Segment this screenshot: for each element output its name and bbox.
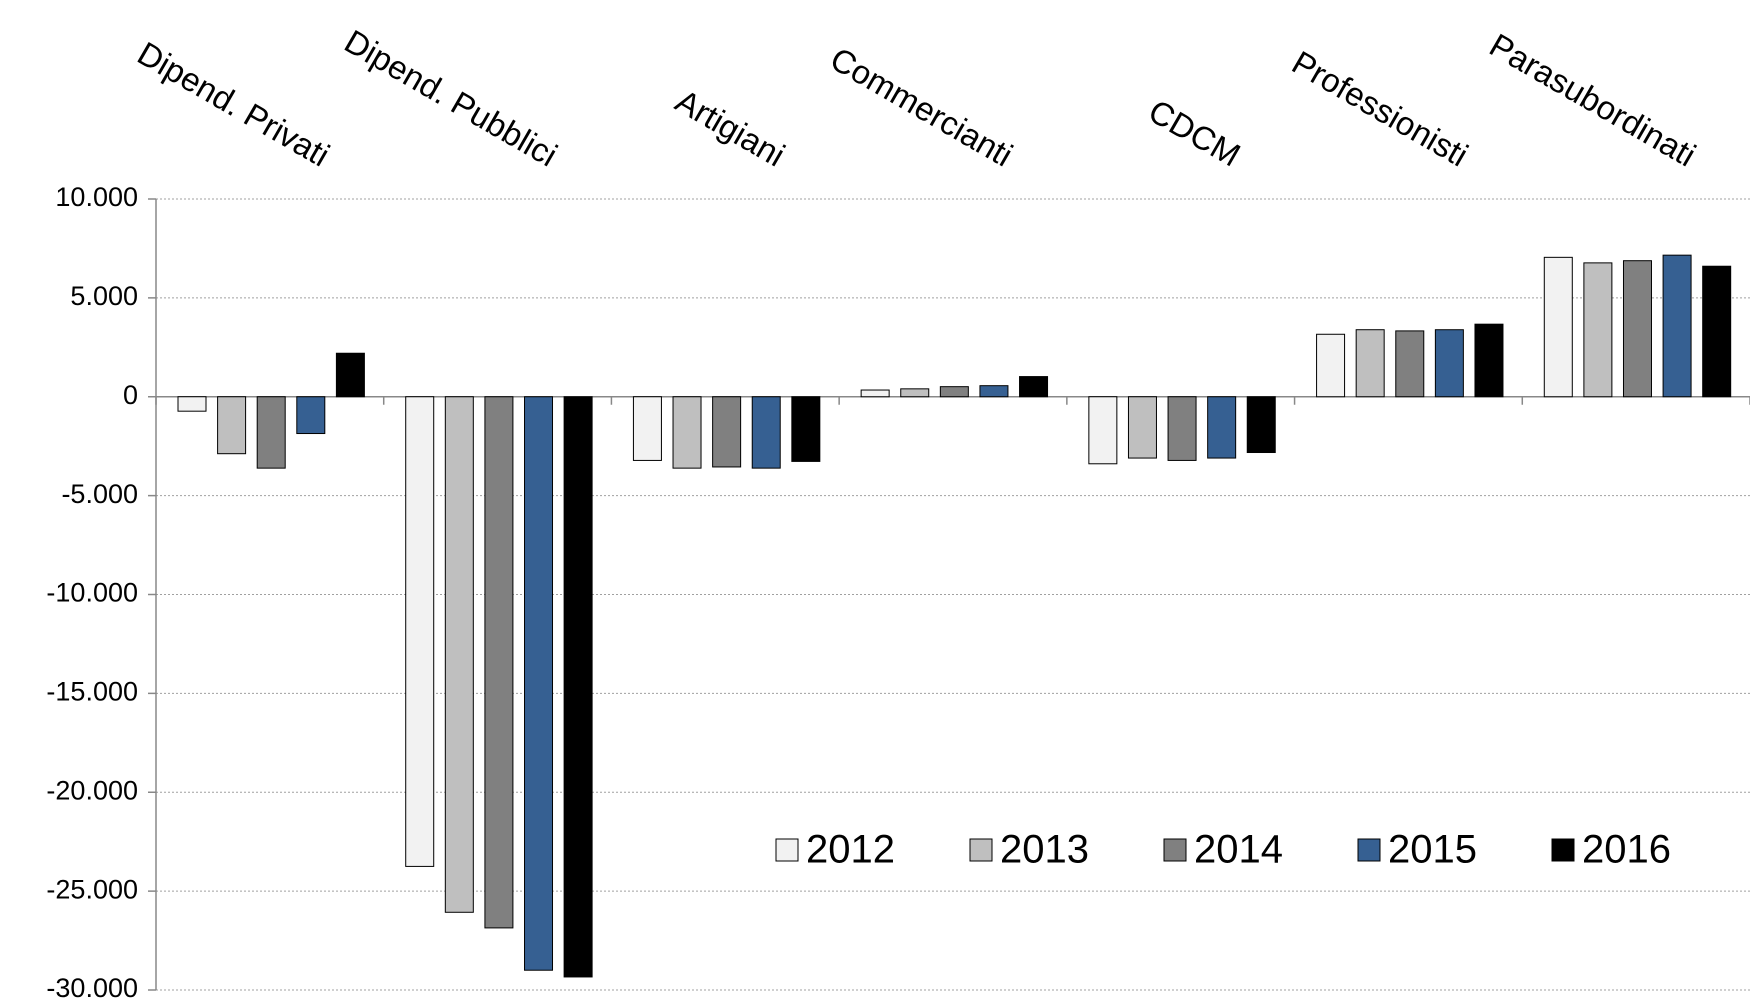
bar	[1474, 323, 1504, 398]
bar	[256, 396, 286, 469]
y-tick-label: 10.000	[55, 182, 138, 212]
y-tick-label: -15.000	[46, 677, 138, 707]
x-tick-label: Dipend. Privati	[131, 34, 335, 173]
y-tick-label: -20.000	[46, 775, 138, 805]
bar	[1127, 396, 1157, 459]
x-tick-label: Artigiani	[670, 82, 792, 174]
bar	[1088, 396, 1118, 465]
legend-swatch	[1551, 838, 1575, 862]
bar	[1702, 265, 1732, 398]
bar	[563, 396, 593, 978]
legend-swatch	[969, 838, 993, 862]
bar	[939, 386, 969, 398]
x-tick-label: Parasubordinati	[1483, 26, 1702, 174]
legend-label: 2016	[1582, 828, 1671, 872]
bar	[1622, 260, 1652, 398]
y-tick-label: -10.000	[46, 578, 138, 608]
bar	[1207, 396, 1237, 459]
legend-swatch	[1357, 838, 1381, 862]
bar	[444, 396, 474, 913]
bar	[1662, 254, 1692, 398]
y-tick-label: 5.000	[70, 281, 138, 311]
bar	[860, 389, 890, 398]
bar	[1434, 329, 1464, 398]
legend-swatch	[1163, 838, 1187, 862]
bar	[791, 396, 821, 462]
bar	[751, 396, 781, 469]
bar	[1246, 396, 1276, 454]
legend-label: 2015	[1388, 828, 1477, 872]
legend-label: 2012	[806, 828, 895, 872]
bar	[1019, 376, 1049, 398]
y-tick-label: 0	[123, 380, 138, 410]
x-tick-label: CDCM	[1142, 92, 1246, 174]
bar	[632, 396, 662, 461]
bar	[712, 396, 742, 468]
bar	[1543, 256, 1573, 398]
bar	[524, 396, 554, 971]
bar	[1167, 396, 1197, 461]
bar	[335, 352, 365, 398]
x-tick-label: Dipend. Pubblici	[339, 22, 564, 173]
legend-label: 2014	[1194, 828, 1283, 872]
bar	[979, 385, 1009, 398]
x-tick-label: Commercianti	[824, 40, 1019, 174]
bar	[1355, 329, 1385, 398]
bar	[217, 396, 247, 455]
bar	[1395, 330, 1425, 398]
legend-swatch	[775, 838, 799, 862]
bar	[672, 396, 702, 469]
bar	[177, 396, 207, 412]
bar	[484, 396, 514, 929]
y-tick-label: -30.000	[46, 973, 138, 1003]
bar	[1316, 333, 1346, 398]
legend-label: 2013	[1000, 828, 1089, 872]
bar	[900, 388, 930, 398]
bar	[405, 396, 435, 867]
bar	[296, 396, 326, 435]
bar	[1583, 262, 1613, 398]
y-tick-label: -5.000	[61, 479, 138, 509]
x-tick-label: Professionisti	[1286, 43, 1474, 173]
y-tick-label: -25.000	[46, 874, 138, 904]
